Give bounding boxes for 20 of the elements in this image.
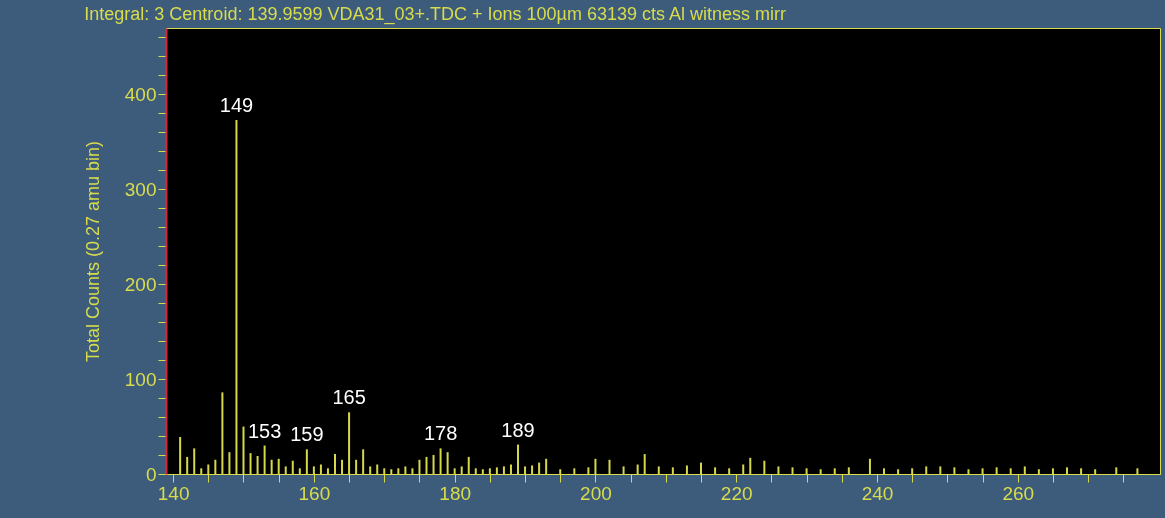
y-tick-label: 300	[124, 178, 157, 200]
annotation: 178	[423, 422, 458, 445]
annotation: 153	[247, 419, 282, 442]
annotation: 159	[290, 423, 324, 446]
annotation: 149	[219, 94, 254, 117]
x-tick-label: 240	[861, 482, 894, 504]
annotation: 165	[332, 386, 366, 409]
x-tick-label: 220	[720, 482, 753, 504]
x-tick-label: 260	[1002, 482, 1035, 504]
y-tick-label: 400	[124, 83, 157, 105]
y-tick-label: 0	[145, 463, 157, 485]
x-tick-label: 180	[439, 482, 472, 504]
y-tick-label: 100	[124, 368, 157, 390]
y-axis-title: Total Counts (0.27 amu bin)	[82, 140, 103, 363]
x-tick-label: 140	[157, 482, 190, 504]
x-tick-label: 200	[580, 482, 612, 504]
x-tick-label: 160	[298, 482, 331, 504]
annotation: 189	[501, 418, 535, 441]
chart-title: Integral: 3 Centroid: 139.9599 VDA31_03+.TDC + Ions 100µm 63139 cts Al witness mirr	[84, 4, 787, 25]
y-tick-label: 200	[124, 273, 157, 295]
